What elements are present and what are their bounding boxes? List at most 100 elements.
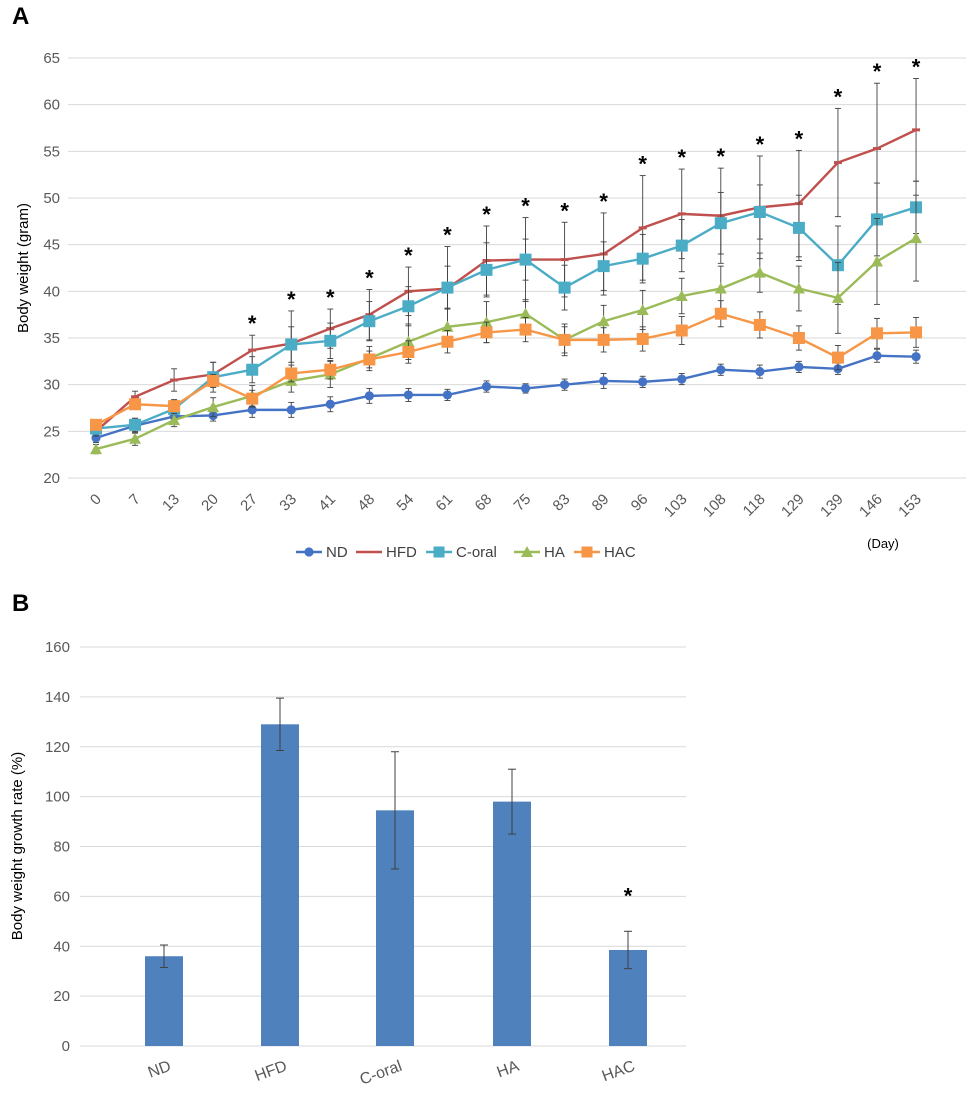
chart-b-significance-marks: *: [624, 883, 633, 908]
data-point: [403, 390, 413, 400]
panel-b-label: B: [12, 590, 29, 617]
data-point: [871, 255, 883, 267]
chart-a-legend: ND HFD C-oral HA HAC: [296, 544, 636, 561]
data-point: [363, 353, 376, 366]
data-point: [246, 392, 259, 405]
data-point: [794, 362, 804, 372]
significance-mark: *: [248, 311, 257, 336]
chart-a-y-tick-label: 55: [43, 143, 60, 160]
significance-mark: *: [326, 285, 335, 310]
chart-a-y-axis-label: Body weight (gram): [15, 203, 32, 333]
bar-c-oral: [376, 751, 414, 1046]
significance-mark: *: [287, 287, 296, 312]
data-point: [597, 333, 610, 346]
chart-a-x-tick-label: 103: [661, 491, 691, 521]
data-point: [755, 367, 765, 377]
chart-a-x-tick-label: 146: [856, 491, 886, 521]
significance-mark: *: [443, 223, 452, 248]
data-point: [168, 414, 181, 426]
significance-mark: *: [912, 55, 921, 80]
chart-b-y-tick-label: 80: [53, 839, 70, 856]
data-point: [792, 221, 805, 234]
series-line: [95, 206, 917, 430]
bar-rect: [493, 801, 531, 1046]
data-point: [441, 320, 454, 332]
legend-label: HFD: [386, 544, 417, 561]
significance-mark: *: [560, 198, 569, 223]
significance-mark: *: [795, 126, 804, 151]
data-point: [831, 291, 844, 303]
chart-a-x-tick-label: 118: [740, 491, 769, 520]
chart-a-x-tick-label: 20: [198, 491, 222, 515]
significance-mark: *: [482, 202, 491, 227]
chart-a-y-tick-label: 35: [43, 330, 60, 347]
significance-mark: *: [638, 152, 647, 177]
chart-b-x-tick-label: HA: [495, 1058, 522, 1082]
significance-mark: *: [873, 59, 882, 84]
series-line: [95, 237, 917, 451]
data-point: [285, 367, 298, 380]
data-point: [402, 346, 415, 358]
legend-label: HAC: [604, 544, 636, 561]
bar-ha: [493, 768, 531, 1046]
data-point: [363, 315, 376, 328]
chart-a-x-tick-label: 33: [276, 491, 300, 515]
data-point: [910, 326, 923, 339]
data-point: [519, 307, 532, 319]
data-point: [636, 252, 649, 265]
chart-a-x-tick-label: 27: [237, 491, 261, 515]
chart-b-x-tick-label: HFD: [253, 1058, 290, 1085]
chart-a-x-tick-label: 7: [126, 491, 144, 509]
significance-mark: *: [717, 144, 726, 169]
chart-a-y-tick-label: 30: [43, 377, 60, 394]
data-point: [480, 316, 493, 328]
chart-b-bars: [145, 697, 647, 1046]
data-point: [753, 318, 766, 331]
data-point: [441, 281, 454, 294]
bar-hac: [609, 930, 647, 1046]
data-point: [716, 365, 726, 375]
data-point: [481, 381, 492, 392]
data-point: [675, 324, 688, 337]
data-point: [129, 398, 142, 411]
chart-a-y-tick-label: 25: [43, 423, 60, 440]
legend-item-hfd: HFD: [356, 544, 417, 561]
data-point: [558, 281, 571, 294]
series-line: [95, 312, 917, 426]
data-point: [675, 239, 688, 252]
data-point: [753, 206, 766, 218]
data-point: [129, 432, 142, 444]
chart-a-y-tick-label: 60: [43, 97, 60, 114]
chart-a-x-tick-label: 61: [432, 491, 456, 515]
significance-mark: *: [365, 265, 374, 290]
chart-b-y-tick-label: 160: [45, 639, 70, 656]
chart-a-y-tick-label: 40: [43, 283, 60, 300]
data-point: [441, 335, 454, 348]
legend-swatch-marker: [581, 546, 593, 558]
data-point: [872, 351, 882, 361]
bar-nd: [145, 944, 183, 1046]
data-point: [597, 260, 610, 273]
significance-mark: *: [834, 84, 843, 109]
data-point: [90, 418, 102, 431]
chart-a: 20 25 30 35 40 45 50 55 60 65 0 7 13 20 27 33 41 48 54 61 6…: [15, 50, 966, 561]
data-point: [677, 374, 687, 384]
panel-a-label: A: [12, 3, 29, 30]
data-point: [480, 263, 493, 276]
data-point: [871, 327, 883, 340]
legend-item-ha: HA: [514, 544, 565, 561]
chart-a-x-tick-label: 108: [700, 491, 730, 521]
data-point: [753, 266, 766, 278]
data-point: [636, 304, 649, 315]
bar-rect: [261, 724, 299, 1046]
data-point: [792, 282, 805, 294]
legend-label: HA: [544, 544, 565, 561]
chart-b-x-tick-labels: ND HFD C-oral HA HAC: [146, 1058, 638, 1089]
chart-b-x-tick-label: ND: [146, 1058, 174, 1082]
chart-a-x-tick-label: 75: [511, 491, 535, 515]
chart-b-y-tick-label: 40: [53, 938, 70, 955]
data-point: [442, 390, 453, 400]
chart-a-x-tick-label: 83: [550, 491, 574, 515]
chart-a-y-tick-label: 45: [43, 237, 60, 254]
chart-a-y-tick-label: 65: [43, 50, 60, 67]
